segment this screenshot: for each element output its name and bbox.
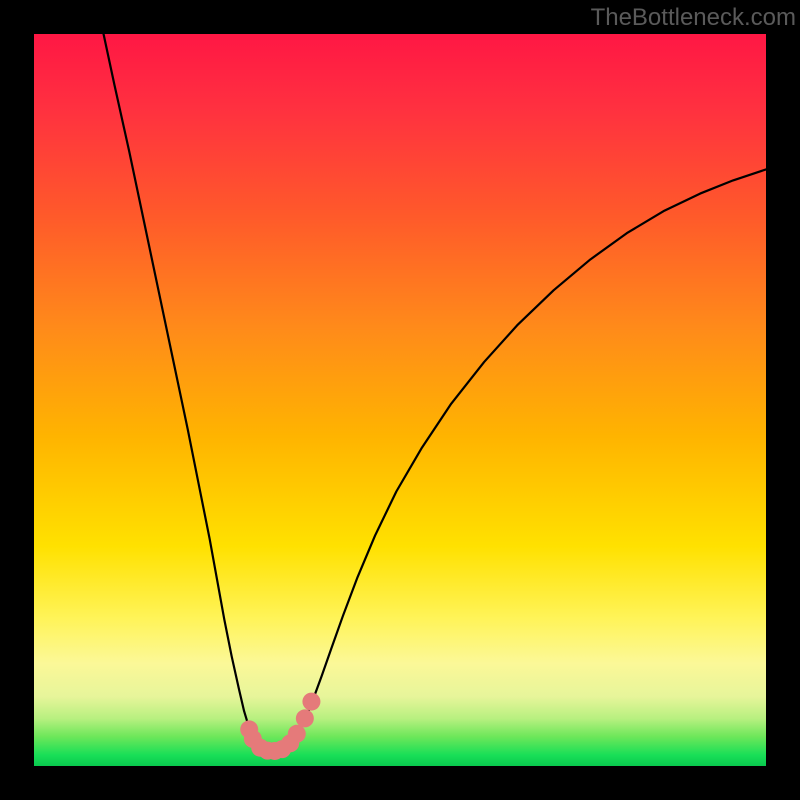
chart-frame: TheBottleneck.com [0,0,800,800]
watermark-text: TheBottleneck.com [591,4,796,32]
plot-area [34,34,766,766]
gradient-background [34,34,766,766]
